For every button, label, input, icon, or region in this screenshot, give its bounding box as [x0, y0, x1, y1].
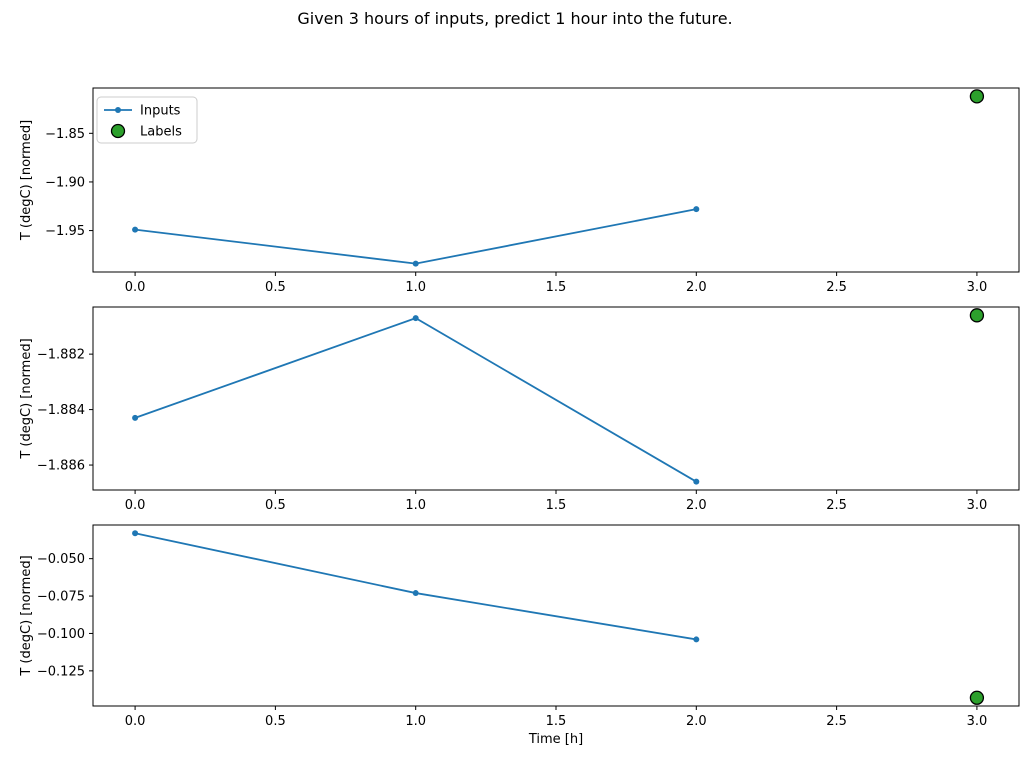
x-tick-label: 1.0	[405, 280, 426, 295]
y-tick-label: −0.075	[37, 590, 85, 605]
inputs-marker	[693, 206, 700, 213]
y-tick-label: −0.125	[37, 664, 85, 679]
x-tick-label: 0.0	[125, 280, 146, 295]
x-tick-label: 3.0	[967, 498, 988, 513]
x-tick-label: 1.0	[405, 714, 426, 729]
y-tick-label: −0.100	[37, 627, 85, 642]
y-axis-label: T (degC) [normed]	[19, 338, 34, 459]
legend-entry-label: Inputs	[140, 104, 181, 119]
inputs-marker	[132, 530, 139, 537]
y-tick-label: −1.882	[37, 348, 85, 363]
x-tick-label: 2.0	[686, 498, 707, 513]
x-tick-label: 1.5	[546, 280, 567, 295]
inputs-marker	[693, 478, 700, 485]
x-tick-label: 0.5	[265, 498, 286, 513]
y-tick-label: −1.884	[37, 403, 85, 418]
x-tick-label: 0.5	[265, 714, 286, 729]
inputs-marker	[412, 315, 419, 322]
x-tick-label: 0.5	[265, 280, 286, 295]
legend-labels-circle-icon	[110, 123, 126, 139]
x-tick-label: 3.0	[967, 280, 988, 295]
x-tick-label: 1.0	[405, 498, 426, 513]
y-tick-label: −1.886	[37, 459, 85, 474]
labels-marker	[969, 308, 985, 323]
x-axis-label: Time [h]	[528, 732, 583, 747]
x-tick-label: 0.0	[125, 714, 146, 729]
x-tick-label: 2.0	[686, 714, 707, 729]
inputs-marker	[412, 260, 419, 267]
y-tick-label: −0.050	[37, 552, 85, 567]
x-tick-label: 1.5	[546, 498, 567, 513]
x-tick-label: 2.5	[826, 280, 847, 295]
subplot-2: 0.0 0.5 1.0 1.5 2.0 2.5 3.0 −1.882 −1.884 −1.886T…	[19, 306, 1020, 513]
plot-area	[92, 306, 1020, 491]
x-tick-label: 3.0	[967, 714, 988, 729]
labels-marker	[969, 690, 985, 705]
subplot-3: 0.0 0.5 1.0 1.5 2.0 2.5 3.0 −0.050 −0.075 −0.100 −…	[19, 524, 1020, 747]
labels-marker	[969, 89, 985, 104]
y-axis-label: T (degC) [normed]	[19, 555, 34, 676]
x-tick-label: 2.5	[826, 714, 847, 729]
legend: Inputs Labels	[96, 96, 198, 144]
y-tick-label: −1.95	[45, 224, 85, 239]
x-tick-label: 1.5	[546, 714, 567, 729]
inputs-marker	[412, 590, 419, 597]
x-tick-label: 2.5	[826, 498, 847, 513]
x-tick-label: 2.0	[686, 280, 707, 295]
inputs-marker	[132, 226, 139, 233]
y-tick-label: −1.90	[45, 175, 85, 190]
subplot-1: 0.0 0.5 1.0 1.5 2.0 2.5 3.0 −1.85 −1.90 −1.95 T (d…	[19, 87, 1020, 295]
y-tick-label: −1.85	[45, 127, 85, 142]
plot-area	[92, 87, 1020, 273]
figure-title: Given 3 hours of inputs, predict 1 hour …	[297, 9, 733, 28]
x-tick-label: 0.0	[125, 498, 146, 513]
legend-inputs-dot-icon	[115, 107, 121, 113]
y-axis-label: T (degC) [normed]	[19, 120, 34, 241]
inputs-marker	[693, 636, 700, 643]
legend-entry-label: Labels	[140, 125, 182, 140]
inputs-marker	[132, 414, 139, 421]
